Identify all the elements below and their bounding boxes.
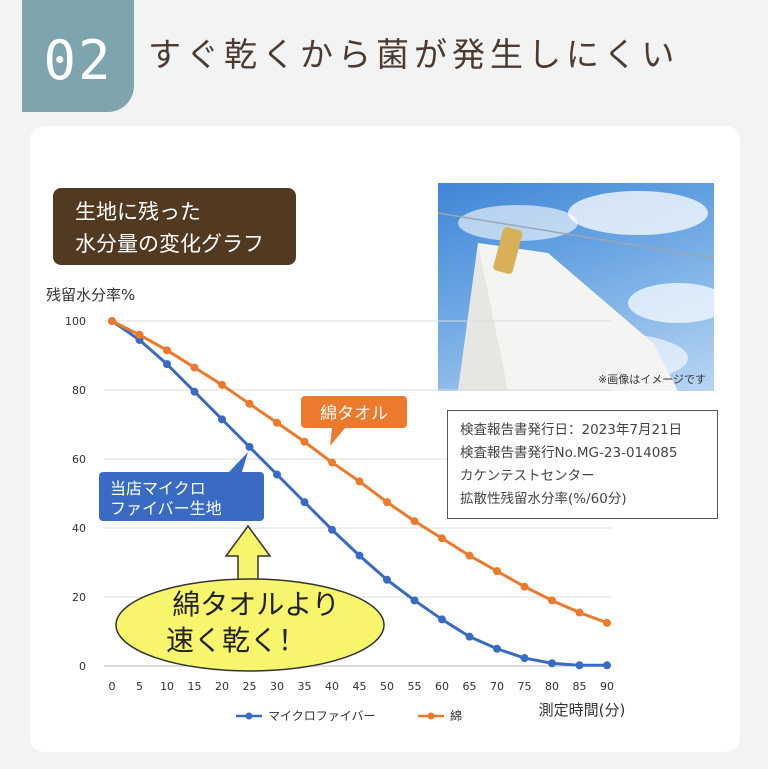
data-point <box>190 387 199 396</box>
x-tick-label: 65 <box>463 680 477 693</box>
data-point <box>163 360 171 369</box>
microfiber-callout-line2: ファイバー生地 <box>110 499 222 518</box>
graph-title-line1: 生地に残った <box>75 200 201 224</box>
data-point <box>603 618 611 627</box>
legend: マイクロファイバー 綿 <box>236 709 462 723</box>
x-tick-label: 5 <box>136 680 143 693</box>
up-arrow-icon <box>224 524 272 587</box>
x-tick-label: 25 <box>243 680 257 693</box>
data-point <box>300 498 309 507</box>
data-point <box>410 517 419 526</box>
y-tick-label: 60 <box>72 453 86 466</box>
y-tick-labels: 0 20 40 60 80 100 <box>65 315 86 673</box>
x-tick-labels: 0 5 10 15 20 25 30 35 40 45 50 55 60 65 70 75 80 85 90 <box>109 680 615 693</box>
x-tick-label: 55 <box>408 680 422 693</box>
info-line: 検査報告書発行No.MG-23-014085 <box>460 445 678 461</box>
series-group <box>108 317 611 670</box>
graph-title-box: 生地に残った 水分量の変化グラフ <box>53 188 296 265</box>
data-point <box>603 661 611 670</box>
data-point <box>548 596 556 605</box>
data-point <box>328 525 336 534</box>
section-number-badge: 02 <box>22 0 134 112</box>
y-tick-label: 40 <box>72 522 86 535</box>
cotton-callout-label: 綿タオル <box>320 404 388 424</box>
x-axis-label: 測定時間(分) <box>539 701 626 719</box>
x-tick-label: 15 <box>188 680 202 693</box>
towel-photo-art <box>438 191 714 391</box>
x-tick-label: 45 <box>353 680 367 693</box>
data-point <box>190 363 199 372</box>
x-tick-label: 80 <box>545 680 559 693</box>
data-point <box>548 659 556 668</box>
y-tick-label: 100 <box>65 315 86 328</box>
x-tick-label: 30 <box>270 680 284 693</box>
x-tick-label: 90 <box>600 680 614 693</box>
x-tick-label: 85 <box>573 680 587 693</box>
data-point <box>520 654 529 663</box>
test-report-info: 検査報告書発行日：2023年7月21日 検査報告書発行No.MG-23-0140… <box>447 410 718 519</box>
bubble-line2: 速く乾く！ <box>166 624 306 657</box>
data-point <box>300 437 309 446</box>
info-line: 検査報告書発行日：2023年7月21日 <box>460 422 683 438</box>
data-point <box>328 458 336 467</box>
data-point <box>493 567 501 576</box>
data-point <box>218 415 226 424</box>
data-point <box>575 608 584 617</box>
x-tick-label: 20 <box>215 680 229 693</box>
y-tick-label: 0 <box>79 660 86 673</box>
data-point <box>465 551 474 560</box>
data-point <box>383 498 391 507</box>
towel-photo: ※画像はイメージです <box>438 183 714 391</box>
data-point <box>355 477 364 486</box>
data-point <box>438 534 446 543</box>
x-tick-label: 40 <box>325 680 339 693</box>
x-tick-label: 70 <box>490 680 504 693</box>
cotton-callout-shape <box>301 396 407 446</box>
clothespin-icon <box>493 227 523 274</box>
data-point <box>163 346 171 355</box>
data-point <box>575 661 584 670</box>
microfiber-callout-line1: 当店マイクロ <box>110 479 206 498</box>
legend-marker-cotton <box>427 712 435 720</box>
data-point <box>245 399 254 408</box>
section-number: 02 <box>43 28 113 92</box>
data-point <box>410 596 419 605</box>
data-point <box>218 380 226 389</box>
legend-label-microfiber: マイクロファイバー <box>268 709 376 723</box>
x-tick-label: 0 <box>109 680 116 693</box>
section-heading: すぐ乾くから菌が発生しにくい <box>148 35 680 74</box>
y-tick-label: 80 <box>72 384 86 397</box>
graph-title-line2: 水分量の変化グラフ <box>75 232 264 256</box>
data-point <box>465 632 474 641</box>
data-point <box>438 615 446 624</box>
data-point <box>245 442 254 451</box>
legend-marker-microfiber <box>245 712 253 720</box>
photo-caption: ※画像はイメージです <box>598 373 706 386</box>
bubble-line1: 綿タオルより <box>172 588 339 621</box>
x-tick-label: 35 <box>298 680 312 693</box>
data-point <box>355 551 364 560</box>
x-tick-label: 10 <box>160 680 174 693</box>
legend-label-cotton: 綿 <box>450 709 462 723</box>
data-point <box>108 317 116 325</box>
y-axis-label: 残留水分率% <box>46 286 136 304</box>
info-line: 拡散性残留水分率(%/60分) <box>460 491 627 507</box>
microfiber-callout-shape <box>99 452 264 521</box>
data-point <box>273 470 281 479</box>
data-point <box>383 575 391 584</box>
info-line: カケンテストセンター <box>460 468 595 484</box>
data-point <box>493 644 501 653</box>
data-point <box>273 418 281 427</box>
data-point <box>520 582 529 591</box>
x-tick-label: 75 <box>518 680 532 693</box>
x-tick-label: 50 <box>380 680 394 693</box>
data-point <box>135 330 144 339</box>
x-tick-label: 60 <box>435 680 449 693</box>
y-tick-label: 20 <box>72 591 86 604</box>
highlight-bubble <box>115 578 385 672</box>
